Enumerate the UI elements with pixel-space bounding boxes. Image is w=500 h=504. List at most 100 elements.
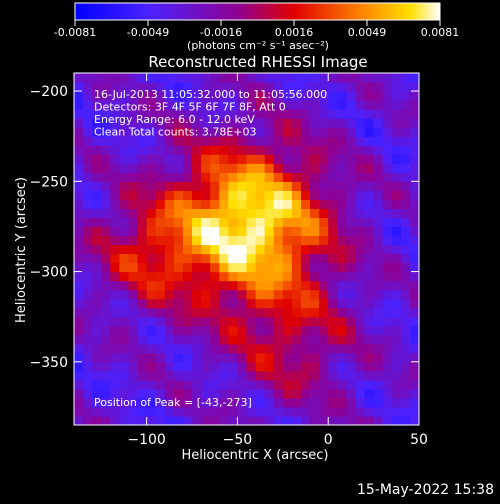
heatmap-cell xyxy=(155,226,166,237)
heatmap-cell xyxy=(192,316,202,327)
heatmap-cell xyxy=(310,235,320,246)
heatmap-cell xyxy=(128,388,139,399)
heatmap-cell xyxy=(291,388,302,399)
heatmap-cell xyxy=(137,154,148,164)
x-tick-label: −50 xyxy=(223,432,253,448)
heatmap-cell xyxy=(373,73,384,83)
heatmap-cell xyxy=(282,208,293,219)
heatmap-cell xyxy=(201,244,211,255)
heatmap-cell xyxy=(273,253,284,264)
heatmap-cell xyxy=(364,100,375,110)
heatmap-cell xyxy=(83,145,93,155)
heatmap-cell xyxy=(282,82,293,92)
heatmap-cell xyxy=(182,262,193,273)
heatmap-cell xyxy=(146,334,157,345)
heatmap-cell xyxy=(391,316,402,327)
heatmap-cell xyxy=(273,352,284,363)
heatmap-cell xyxy=(182,289,193,300)
heatmap-cell xyxy=(400,361,411,372)
heatmap-cell xyxy=(182,397,193,408)
heatmap-cell xyxy=(164,82,175,92)
heatmap-cell xyxy=(382,298,393,309)
heatmap-cell xyxy=(319,406,329,417)
heatmap-cell xyxy=(246,397,257,408)
heatmap-cell xyxy=(355,118,366,128)
heatmap-cell xyxy=(128,361,139,372)
heatmap-cell xyxy=(110,109,120,119)
heatmap-cell xyxy=(128,100,139,110)
heatmap-cell xyxy=(400,235,411,246)
heatmap-cell xyxy=(128,325,139,336)
heatmap-cell xyxy=(319,118,329,128)
heatmap-cell xyxy=(291,154,302,164)
heatmap-cell xyxy=(346,316,357,327)
heatmap-cell xyxy=(155,118,166,128)
heatmap-cell xyxy=(355,379,366,390)
heatmap-cell xyxy=(228,388,239,399)
heatmap-cell xyxy=(337,91,347,101)
heatmap-cell xyxy=(192,199,202,209)
heatmap-cell xyxy=(300,316,311,327)
heatmap-cell xyxy=(101,379,111,390)
heatmap-cell xyxy=(355,100,366,110)
heatmap-cell xyxy=(346,199,357,209)
heatmap-cell xyxy=(192,271,202,282)
heatmap-cell xyxy=(192,361,202,372)
heatmap-cell xyxy=(110,334,120,345)
heatmap-cell xyxy=(83,235,93,246)
heatmap-cell xyxy=(346,280,357,291)
heatmap-cell xyxy=(255,172,266,182)
heatmap-cell xyxy=(264,118,275,128)
heatmap-cell xyxy=(219,118,229,128)
heatmap-cell xyxy=(228,190,239,200)
heatmap-cell xyxy=(364,181,375,191)
heatmap-cell xyxy=(92,271,102,282)
heatmap-cell xyxy=(400,415,411,425)
heatmap-cell xyxy=(92,253,102,264)
heatmap-cell xyxy=(137,343,148,354)
heatmap-cell xyxy=(228,199,239,209)
heatmap-cell xyxy=(128,73,139,83)
heatmap-cell xyxy=(201,406,211,417)
heatmap-cell xyxy=(291,172,302,182)
heatmap-cell xyxy=(291,244,302,255)
heatmap-cell xyxy=(128,370,139,381)
heatmap-cell xyxy=(409,109,419,119)
heatmap-cell xyxy=(300,244,311,255)
heatmap-cell xyxy=(219,316,229,327)
heatmap-cell xyxy=(337,397,347,408)
heatmap-cell xyxy=(273,208,284,219)
heatmap-cell xyxy=(83,91,93,101)
heatmap-cell xyxy=(110,271,120,282)
heatmap-cell xyxy=(409,298,419,309)
heatmap-cell xyxy=(409,100,419,110)
heatmap-cell xyxy=(164,307,175,318)
heatmap-cell xyxy=(319,298,329,309)
heatmap-cell xyxy=(246,244,257,255)
heatmap-cell xyxy=(346,343,357,354)
heatmap-cell xyxy=(219,217,229,228)
heatmap-cell xyxy=(346,370,357,381)
heatmap-cell xyxy=(101,163,111,173)
heatmap-cell xyxy=(282,379,293,390)
info-line: Detectors: 3F 4F 5F 6F 7F 8F, Att 0 xyxy=(94,101,286,114)
heatmap-cell xyxy=(264,190,275,200)
heatmap-cell xyxy=(228,379,239,390)
heatmap-cell xyxy=(346,73,357,83)
heatmap-cell xyxy=(346,253,357,264)
heatmap-cell xyxy=(328,262,338,273)
heatmap-cell xyxy=(192,406,202,417)
heatmap-cell xyxy=(291,352,302,363)
heatmap-cell xyxy=(328,217,338,228)
heatmap-cell xyxy=(237,361,248,372)
heatmap-cell xyxy=(201,307,211,318)
heatmap-cell xyxy=(164,415,175,425)
heatmap-cell xyxy=(201,235,211,246)
heatmap-cell xyxy=(409,415,419,425)
heatmap-cell xyxy=(400,352,411,363)
heatmap-cell xyxy=(373,370,384,381)
heatmap-cell xyxy=(237,244,248,255)
heatmap-cell xyxy=(92,118,102,128)
heatmap-cell xyxy=(119,118,130,128)
heatmap-cell xyxy=(337,415,347,425)
